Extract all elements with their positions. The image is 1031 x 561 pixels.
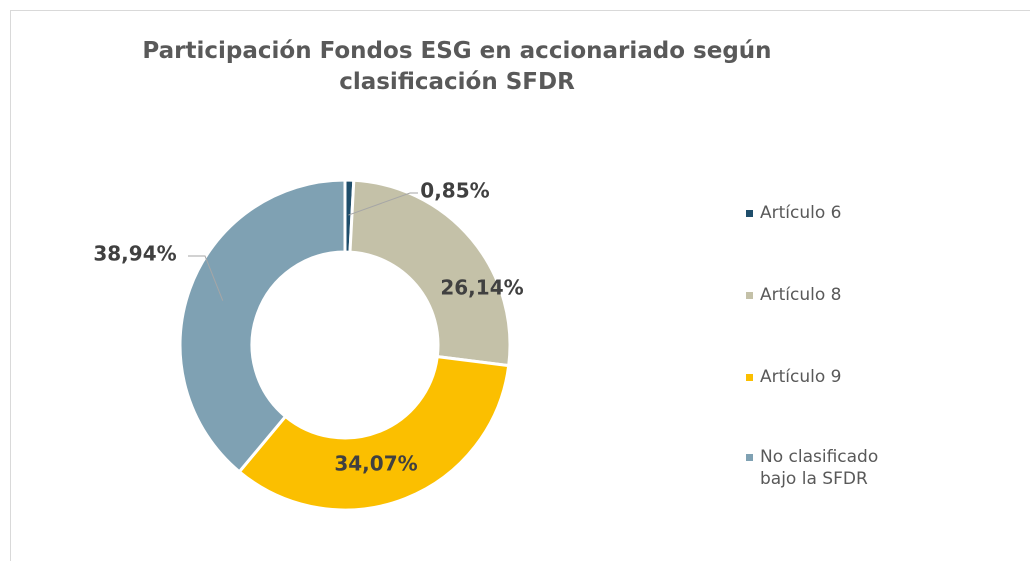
donut-slice <box>178 178 347 474</box>
legend-swatch <box>746 210 753 217</box>
legend-label: Artículo 9 <box>760 367 842 387</box>
data-label: 38,94% <box>93 242 176 266</box>
legend-item: Artículo 6 <box>746 202 896 224</box>
legend-swatch <box>746 292 753 299</box>
legend-label: Artículo 6 <box>760 203 842 223</box>
leader-line <box>188 255 224 301</box>
donut-slice <box>237 354 511 512</box>
data-label: 0,85% <box>420 179 489 203</box>
legend-swatch <box>746 454 753 461</box>
legend-item: Artículo 9 <box>746 366 896 388</box>
legend-swatch <box>746 374 753 381</box>
legend-item: Artículo 8 <box>746 284 896 306</box>
legend-label: Artículo 8 <box>760 285 842 305</box>
donut-slice <box>348 178 512 368</box>
data-label: 26,14% <box>440 276 523 300</box>
frame <box>10 10 1030 561</box>
legend-label: No clasificado bajo la SFDR <box>760 447 879 489</box>
chart-title: Participación Fondos ESG en accionariado… <box>142 38 772 95</box>
data-label: 34,07% <box>334 452 417 476</box>
legend-item: No clasificado bajo la SFDR <box>746 446 896 490</box>
leader-line <box>348 192 418 216</box>
